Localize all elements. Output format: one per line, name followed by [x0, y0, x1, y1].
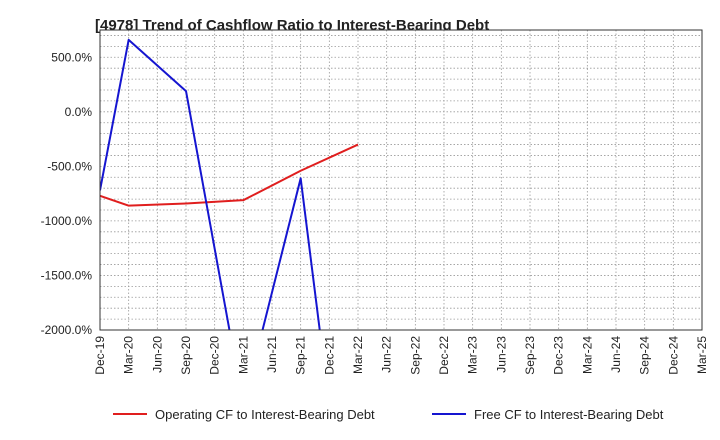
plot-border [99, 29, 703, 331]
x-tick-label: Jun-23 [494, 336, 508, 373]
x-tick-label: Jun-22 [380, 336, 394, 373]
x-tick-label: Mar-21 [236, 336, 250, 374]
x-tick-label: Dec-19 [93, 336, 107, 375]
x-tick-label: Dec-20 [208, 336, 222, 375]
legend: Operating CF to Interest-Bearing Debt Fre… [113, 407, 664, 422]
x-tick-label: Jun-21 [265, 336, 279, 373]
x-tick-label: Sep-23 [523, 336, 537, 375]
x-tick-label: Sep-22 [408, 336, 422, 375]
x-tick-label: Mar-25 [695, 336, 709, 374]
x-tick-label: Dec-24 [666, 336, 680, 375]
series-group [100, 38, 359, 330]
x-tick-label: Jun-20 [150, 336, 164, 373]
x-tick-label: Jun-24 [609, 336, 623, 373]
series-line-0 [100, 143, 359, 207]
x-tick-label: Dec-23 [552, 336, 566, 375]
x-tick-label: Mar-20 [122, 336, 136, 374]
plot-area: 500.0% 0.0% -500.0% -1000.0% -1500.0% -2000.0… [41, 29, 709, 375]
x-tick-label: Dec-22 [437, 336, 451, 375]
x-tick-label: Sep-24 [638, 336, 652, 375]
y-tick-label: -1000.0% [41, 214, 93, 228]
y-tick-label: -2000.0% [41, 323, 93, 337]
y-tick-label: 500.0% [51, 50, 92, 64]
y-tick-label: 0.0% [65, 105, 93, 119]
x-tick-label: Mar-22 [351, 336, 365, 374]
legend-label: Operating CF to Interest-Bearing Debt [155, 407, 375, 422]
legend-label: Free CF to Interest-Bearing Debt [474, 407, 664, 422]
x-tick-label: Sep-21 [294, 336, 308, 375]
plot-background [100, 30, 702, 330]
x-tick-label: Dec-21 [322, 336, 336, 375]
y-tick-label: -1500.0% [41, 268, 93, 282]
x-tick-label: Sep-20 [179, 336, 193, 375]
x-tick-label: Mar-24 [580, 336, 594, 374]
x-tick-label: Mar-23 [466, 336, 480, 374]
series-line-1 [100, 38, 321, 330]
y-tick-label: -500.0% [47, 159, 92, 173]
